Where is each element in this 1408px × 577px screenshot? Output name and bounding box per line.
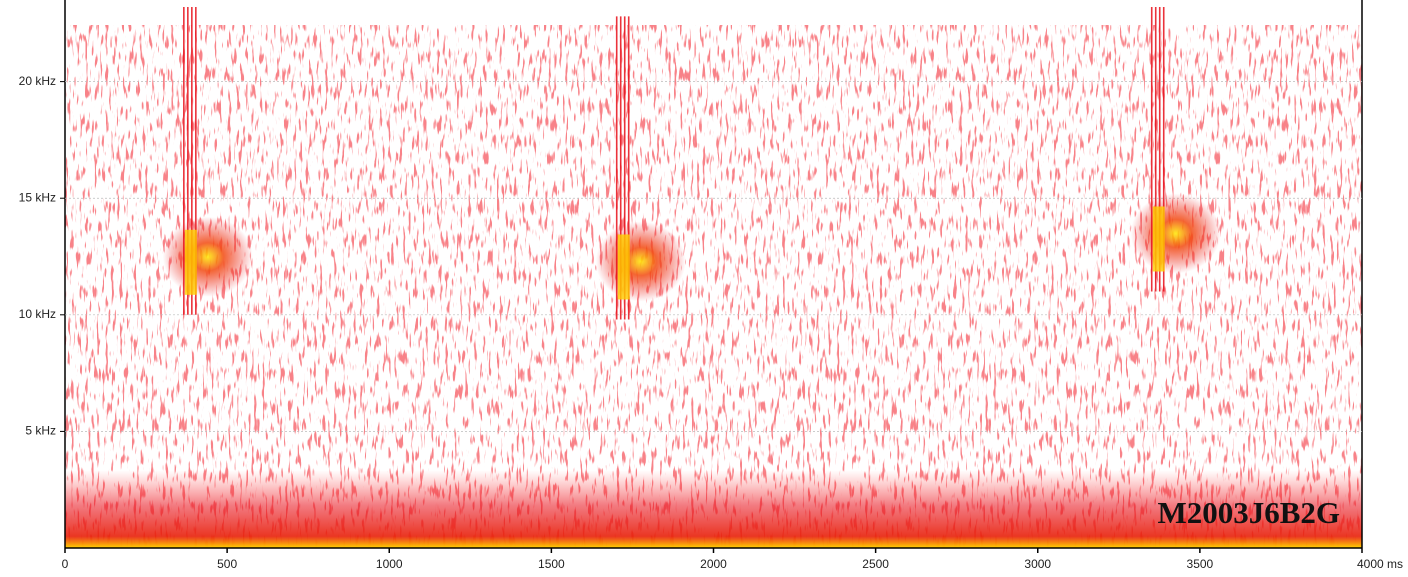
x-tick-label: 3000 [1024,557,1051,571]
y-tick-label: 15 kHz [19,190,56,204]
x-tick-label: 2000 [700,557,727,571]
y-tick-label: 10 kHz [19,307,56,321]
call-core [617,234,630,300]
call-energy [162,216,253,297]
x-tick-label: 1000 [376,557,403,571]
x-tick-label: 1500 [538,557,565,571]
call-energy [1130,193,1221,274]
y-tick-label: 20 kHz [19,74,56,88]
low-frequency-band [65,470,1362,548]
x-tick-label: 500 [217,557,237,571]
noise-texture [65,25,1362,548]
call-core [1152,206,1165,272]
x-tick-label: 2500 [862,557,889,571]
call-energy [595,221,686,302]
watermark: M2003J6B2G [1157,495,1340,530]
x-tick-label: 3500 [1187,557,1214,571]
y-tick-label: 5 kHz [25,424,56,438]
x-tick-label: 4000 ms [1357,557,1403,571]
call-core [184,229,197,295]
x-tick-label: 0 [62,557,69,571]
